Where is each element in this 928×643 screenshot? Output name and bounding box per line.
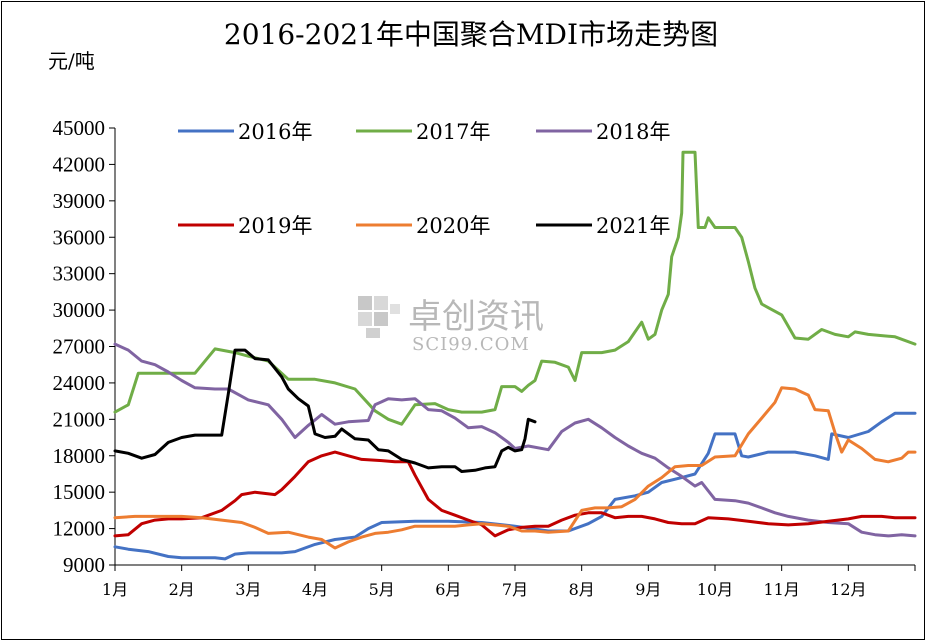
series-line-2017年 bbox=[113, 150, 917, 426]
x-tick-label: 9月 bbox=[635, 580, 661, 599]
x-tick-label: 8月 bbox=[569, 580, 595, 599]
series-line-2018年 bbox=[113, 342, 917, 538]
series-line-2020年 bbox=[113, 386, 917, 550]
y-tick-label: 12000 bbox=[53, 517, 106, 541]
y-tick-label: 24000 bbox=[53, 371, 106, 395]
legend-item-2018年: 2018年 bbox=[536, 120, 670, 144]
legend-label: 2020年 bbox=[416, 214, 490, 238]
legend-label: 2018年 bbox=[596, 120, 670, 144]
y-axis: 45000 42000 39000 36000 33000 30000 27000 24000… bbox=[53, 116, 116, 577]
legend-item-2019年: 2019年 bbox=[178, 214, 312, 238]
y-tick-label: 36000 bbox=[53, 225, 106, 249]
legend: 2016年 2017年 2018年 2019年 2020年 2021年 bbox=[178, 120, 670, 238]
watermark: 卓创资讯 SCI99.COM bbox=[358, 296, 544, 355]
legend-item-2020年: 2020年 bbox=[356, 214, 490, 238]
y-tick-label: 45000 bbox=[53, 116, 106, 140]
y-tick-label: 42000 bbox=[53, 152, 106, 176]
x-tick-label: 10月 bbox=[697, 580, 733, 599]
x-axis: 1月 2月 3月 4月 5月 6月 7月 8月 9月 10月 11月 12月 bbox=[102, 564, 916, 599]
y-tick-label: 9000 bbox=[63, 553, 105, 577]
x-tick-label: 12月 bbox=[830, 580, 866, 599]
y-tick-label: 21000 bbox=[53, 407, 106, 431]
y-tick-label: 27000 bbox=[53, 335, 106, 359]
legend-label: 2017年 bbox=[416, 120, 490, 144]
y-axis-unit-label: 元/吨 bbox=[48, 49, 95, 73]
legend-item-2017年: 2017年 bbox=[356, 120, 490, 144]
y-tick-label: 30000 bbox=[53, 298, 106, 322]
watermark-cn-text: 卓创资讯 bbox=[408, 297, 544, 337]
series-line-2021年 bbox=[113, 348, 537, 473]
y-tick-label: 15000 bbox=[53, 480, 106, 504]
watermark-logo-icon bbox=[358, 296, 400, 338]
x-tick-label: 2月 bbox=[169, 580, 195, 599]
x-tick-label: 5月 bbox=[369, 580, 395, 599]
y-tick-label: 18000 bbox=[53, 444, 106, 468]
legend-item-2016年: 2016年 bbox=[178, 120, 312, 144]
series-line-2016年 bbox=[113, 411, 917, 561]
y-tick-label: 33000 bbox=[53, 262, 106, 286]
watermark-en-text: SCI99.COM bbox=[412, 334, 530, 355]
series-line-2019年 bbox=[113, 450, 917, 538]
legend-label: 2016年 bbox=[238, 120, 312, 144]
legend-label: 2021年 bbox=[596, 214, 670, 238]
series-lines bbox=[113, 150, 917, 561]
x-tick-label: 11月 bbox=[763, 580, 799, 599]
chart-title: 2016-2021年中国聚合MDI市场走势图 bbox=[224, 18, 718, 51]
y-tick-label: 39000 bbox=[53, 189, 106, 213]
legend-label: 2019年 bbox=[238, 214, 312, 238]
x-tick-label: 1月 bbox=[102, 580, 128, 599]
x-tick-label: 4月 bbox=[302, 580, 328, 599]
x-tick-label: 3月 bbox=[235, 580, 261, 599]
x-tick-label: 6月 bbox=[435, 580, 461, 599]
x-tick-label: 7月 bbox=[502, 580, 528, 599]
legend-item-2021年: 2021年 bbox=[536, 214, 670, 238]
